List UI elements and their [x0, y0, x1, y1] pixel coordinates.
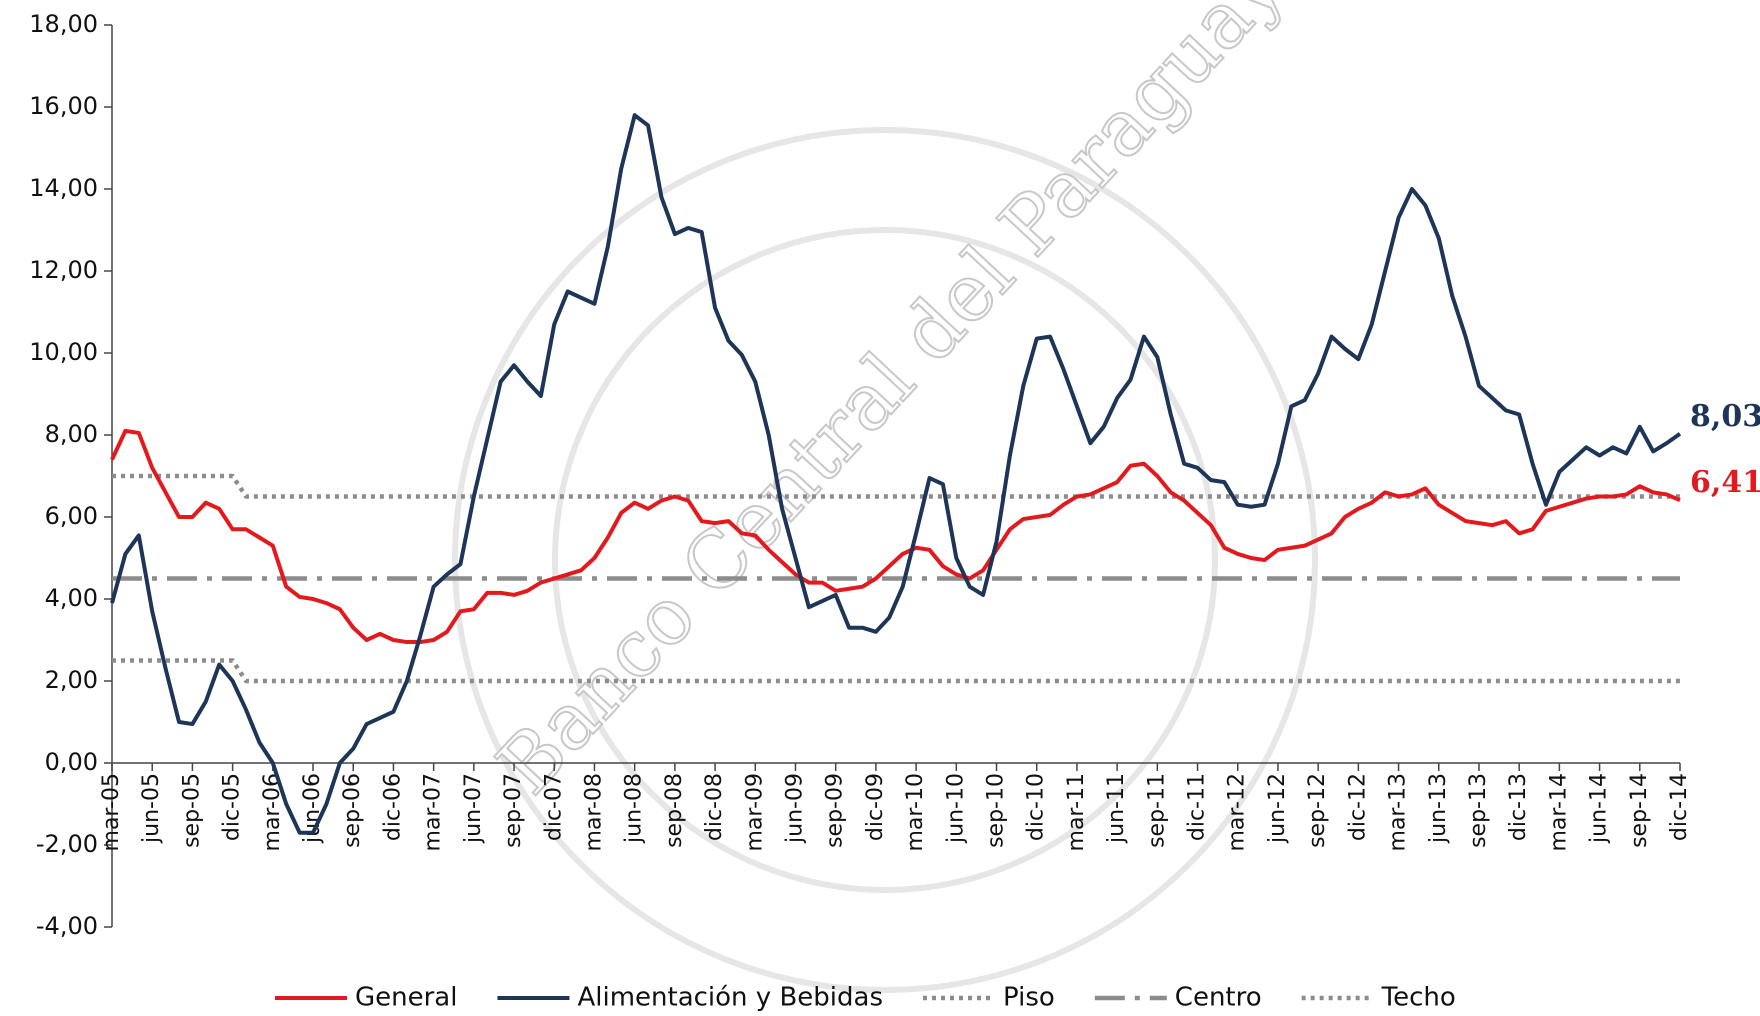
y-tick-label: 16,00 — [29, 92, 98, 120]
x-tick-label: sep-10 — [984, 773, 1009, 848]
series-line — [110, 428, 1681, 645]
x-tick-label: mar-08 — [581, 773, 606, 851]
value-label: 8,03 — [1690, 399, 1760, 434]
x-tick-label: dic-13 — [1506, 773, 1531, 841]
legend-label: Piso — [1003, 983, 1055, 1013]
x-tick-label: jun-10 — [943, 773, 968, 844]
y-tick-label: -2,00 — [36, 830, 98, 858]
x-tick-label: mar-09 — [742, 773, 767, 851]
x-tick-label: mar-13 — [1386, 773, 1411, 851]
legend-label: General — [355, 983, 457, 1013]
x-tick-label: dic-10 — [1024, 773, 1049, 841]
seal — [452, 127, 1318, 993]
seal-ring — [552, 227, 1218, 893]
x-tick-label: jun-14 — [1587, 773, 1612, 844]
x-tick-label: dic-12 — [1345, 773, 1370, 841]
x-tick-label: dic-14 — [1667, 773, 1692, 841]
x-tick-label: jun-08 — [622, 773, 647, 844]
y-tick-label: 6,00 — [45, 502, 98, 530]
x-tick-label: mar-12 — [1225, 773, 1250, 851]
y-tick-label: 14,00 — [29, 174, 98, 202]
x-tick-label: dic-07 — [541, 773, 566, 841]
legend: General Alimentación y Bebidas Piso Centro T… — [275, 983, 1456, 1013]
x-tick-label: jun-07 — [461, 773, 486, 844]
x-tick-label: mar-11 — [1064, 773, 1089, 851]
legend-label: Centro — [1175, 983, 1262, 1013]
y-tick-label: 2,00 — [45, 666, 98, 694]
x-tick-label: sep-07 — [501, 773, 526, 848]
y-tick-label: 8,00 — [45, 420, 98, 448]
y-tick-label: 0,00 — [45, 748, 98, 776]
x-tick-label: sep-05 — [179, 773, 204, 848]
x-tick-label: mar-07 — [421, 773, 446, 851]
x-tick-label: sep-14 — [1627, 773, 1652, 848]
series-line — [110, 113, 1682, 835]
x-tick-label: sep-09 — [823, 773, 848, 848]
y-tick-label: 4,00 — [45, 584, 98, 612]
x-tick-label: jun-09 — [782, 773, 807, 844]
y-tick-label: 10,00 — [29, 338, 98, 366]
series-line — [112, 658, 1680, 684]
seal-ring — [452, 127, 1318, 993]
x-tick-label: jun-05 — [139, 773, 164, 844]
x-tick-label: dic-08 — [702, 773, 727, 841]
y-tick-label: 18,00 — [29, 10, 98, 38]
series-line — [112, 473, 1680, 499]
x-tick-label: sep-13 — [1466, 773, 1491, 848]
y-tick-label: -4,00 — [36, 912, 98, 940]
legend-label: Techo — [1381, 983, 1456, 1013]
x-tick-label: jun-11 — [1104, 773, 1129, 844]
x-tick-label: mar-14 — [1546, 773, 1571, 851]
x-tick-label: sep-12 — [1305, 773, 1330, 848]
x-tick-label: mar-05 — [99, 773, 124, 851]
x-tick-label: dic-05 — [220, 773, 245, 841]
x-tick-label: dic-06 — [380, 773, 405, 841]
y-tick-label: 12,00 — [29, 256, 98, 284]
x-tick-label: sep-06 — [340, 773, 365, 848]
x-tick-label: jun-13 — [1426, 773, 1451, 844]
value-label: 6,41 — [1690, 465, 1760, 500]
x-tick-label: jun-12 — [1265, 773, 1290, 844]
x-tick-label: dic-09 — [863, 773, 888, 841]
x-tick-label: mar-10 — [903, 773, 928, 851]
x-tick-label: sep-11 — [1144, 773, 1169, 848]
legend-label: Alimentación y Bebidas — [577, 983, 883, 1013]
x-tick-label: sep-08 — [662, 773, 687, 848]
x-tick-label: dic-11 — [1185, 773, 1210, 841]
